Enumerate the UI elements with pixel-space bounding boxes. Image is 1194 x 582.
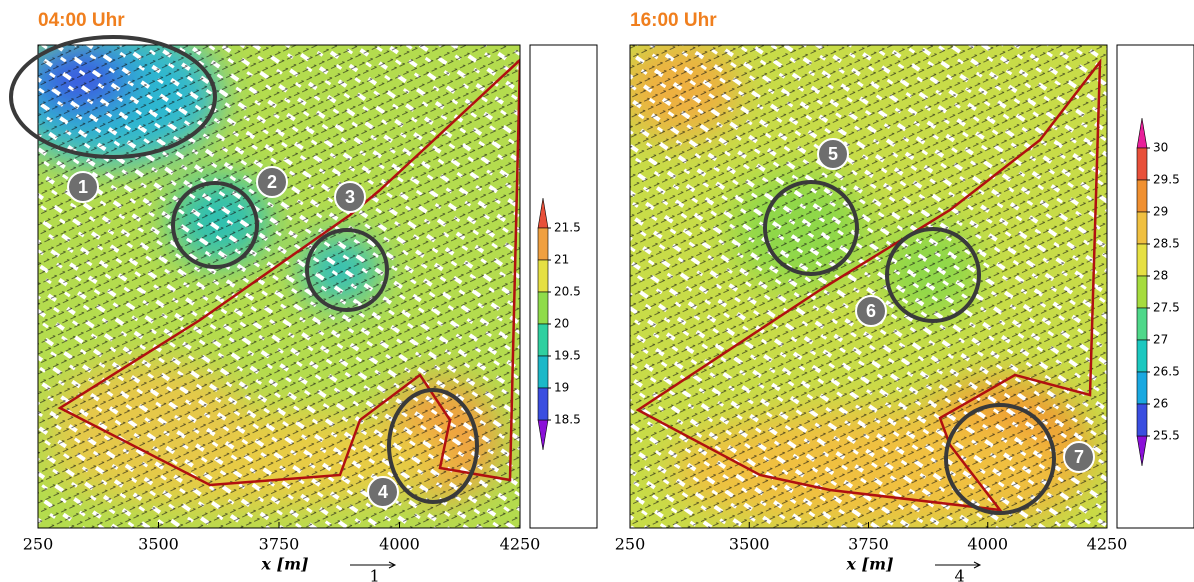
colorbar-segment [1136, 339, 1148, 373]
panel-title: 04:00 Uhr [38, 10, 125, 31]
colorbar-segment [1136, 147, 1148, 181]
colorbar-label: 21.5 [554, 221, 581, 235]
colorbar-label: 30 [1153, 141, 1168, 155]
marker-number: 6 [866, 301, 876, 321]
colorbar-label: 29 [1153, 205, 1168, 219]
marker-number: 2 [267, 172, 277, 192]
colorbar-segment [537, 387, 549, 421]
marker-number: 7 [1074, 447, 1084, 467]
marker-number: 3 [345, 187, 355, 207]
colorbar-label: 20 [554, 317, 569, 331]
x-axis-label: x [m] [260, 555, 308, 574]
colorbar-segment [1136, 371, 1148, 405]
colorbar-label: 29.5 [1153, 173, 1180, 187]
highlight-ring [885, 227, 981, 323]
vector-head [973, 561, 982, 569]
x-tick-label: 4250 [500, 535, 541, 554]
heatmap [38, 45, 520, 528]
colorbar-label: 19 [554, 381, 569, 395]
vector-scale: 1 [370, 567, 380, 582]
x-tick-label: 4000 [967, 535, 1008, 554]
marker-badge [817, 138, 849, 170]
marker-badge [67, 171, 99, 203]
colorbar-label: 20.5 [554, 285, 581, 299]
colorbar-segment [1136, 403, 1148, 437]
colorbar-label: 27 [1153, 333, 1168, 347]
marker-number: 5 [828, 144, 838, 164]
highlight-ring [763, 180, 859, 276]
colorbar-label: 26.5 [1153, 365, 1180, 379]
colorbar-label: 26 [1153, 397, 1168, 411]
wind-vectors [630, 45, 1107, 528]
panel-title: 16:00 Uhr [630, 10, 717, 31]
highlight-ring [9, 35, 217, 159]
x-tick-label: 3750 [848, 535, 889, 554]
colorbar-label: 21 [554, 253, 569, 267]
colorbar-label: 25.5 [1153, 429, 1180, 443]
marker-badge [855, 295, 887, 327]
colorbar-segment [1136, 211, 1148, 245]
colorbar-segment [537, 323, 549, 357]
colorbar-segment [1136, 275, 1148, 309]
x-tick-label: 4000 [379, 535, 420, 554]
colorbar-segment [1136, 243, 1148, 277]
colorbar-label: 19.5 [554, 349, 581, 363]
x-tick-label: 3500 [729, 535, 770, 554]
colorbar-segment [1136, 307, 1148, 341]
colorbar-label: 27.5 [1153, 301, 1180, 315]
marker-badge [256, 166, 288, 198]
highlight-ring [387, 388, 479, 504]
colorbar-segment [537, 259, 549, 293]
colorbar-segment [537, 355, 549, 389]
wind-vectors [38, 45, 520, 528]
x-axis-label: x [m] [845, 555, 893, 574]
colorbar-label: 28 [1153, 269, 1168, 283]
area-boundary [635, 58, 1102, 512]
marker-number: 4 [378, 482, 388, 502]
vector-head [388, 561, 397, 569]
marker-badge [367, 476, 399, 508]
colorbar-box [1116, 44, 1194, 529]
colorbar-segment [537, 227, 549, 261]
marker-number: 1 [78, 177, 88, 197]
marker-badge [1063, 441, 1095, 473]
marker-badge [334, 181, 366, 213]
highlight-ring [944, 403, 1056, 515]
colorbar-label: 18.5 [554, 413, 581, 427]
x-tick-label: 3750 [259, 535, 300, 554]
highlight-ring [305, 228, 389, 312]
heatmap [630, 45, 1107, 528]
x-tick-label: 250 [615, 535, 646, 554]
highlight-ring [171, 181, 259, 269]
vector-scale: 4 [955, 567, 965, 582]
colorbar-segment [537, 291, 549, 325]
x-tick-label: 250 [23, 535, 54, 554]
x-tick-label: 4250 [1087, 535, 1128, 554]
x-tick-label: 3500 [138, 535, 179, 554]
colorbar-label: 28.5 [1153, 237, 1180, 251]
area-boundary [57, 58, 520, 487]
colorbar-segment [1136, 179, 1148, 213]
